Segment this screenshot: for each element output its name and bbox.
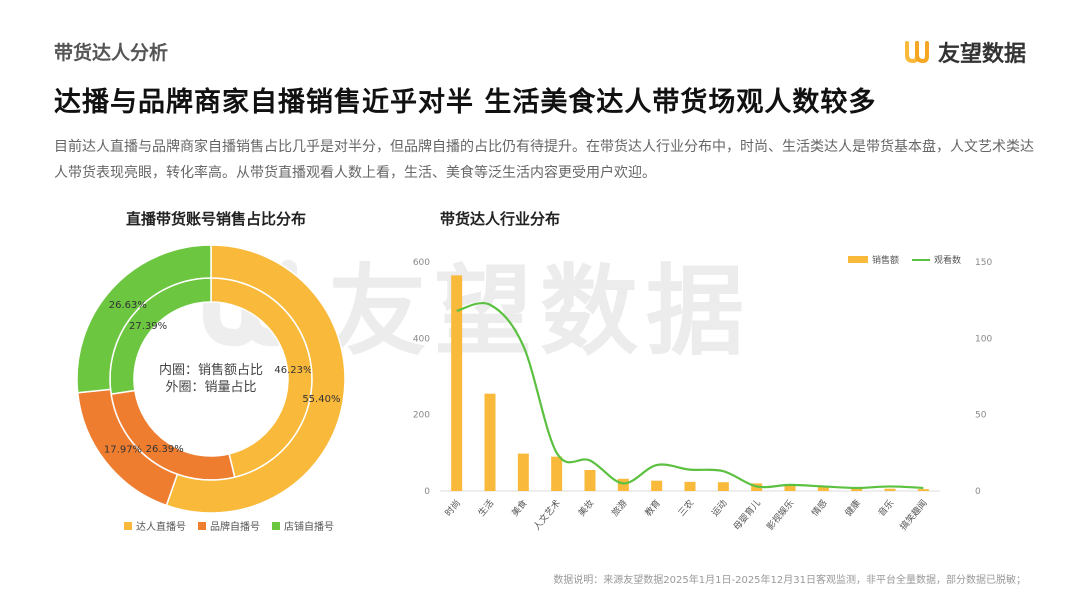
x-tick-label: 音乐	[876, 497, 897, 519]
x-tick-label: 影视娱乐	[764, 497, 796, 532]
legend-swatch-sales-icon	[848, 256, 868, 263]
legend-item-daren: 达人直播号	[124, 518, 186, 533]
bar-人文艺术	[551, 456, 563, 491]
donut-data-label: 26.39%	[146, 444, 184, 455]
legend-label-views: 观看数	[934, 254, 961, 266]
x-tick-label: 健康	[842, 497, 863, 519]
y-left-tick-label: 200	[413, 411, 430, 421]
donut-chart-title: 直播带货账号销售占比分布	[126, 210, 307, 228]
page-title: 达播与品牌商家自播销售近乎对半 生活美食达人带货场观人数较多	[54, 87, 877, 118]
bar-三农	[684, 481, 696, 491]
donut-data-label: 55.40%	[302, 394, 340, 405]
y-right-tick-label: 0	[975, 487, 981, 497]
donut-center-inner-label: 内圈：销售额占比	[158, 363, 263, 378]
bar-美食	[517, 453, 529, 491]
y-left-tick-label: 600	[413, 258, 430, 268]
donut-center-label: 内圈：销售额占比 外圈：销量占比	[146, 362, 276, 396]
x-tick-label: 人文艺术	[531, 497, 563, 532]
donut-center-outer-label: 外圈：销量占比	[165, 380, 257, 395]
y-right-tick-label: 150	[975, 258, 992, 268]
x-tick-label: 情感	[809, 497, 830, 519]
legend-swatch-icon	[272, 521, 280, 530]
x-tick-label: 教育	[642, 497, 663, 519]
donut-data-label: 27.39%	[129, 321, 167, 332]
brand-logo: 友望数据	[904, 36, 1026, 68]
x-tick-label: 时尚	[442, 497, 463, 519]
donut-data-label: 26.63%	[109, 300, 147, 311]
summary-text: 目前达人直播与品牌商家自播销售占比几乎是对半分，但品牌自播的占比仍有待提升。在带…	[54, 139, 1034, 181]
x-tick-label: 美食	[509, 497, 530, 519]
x-tick-label: 三农	[676, 497, 697, 519]
legend-swatch-icon	[124, 521, 132, 530]
combo-chart-title: 带货达人行业分布	[440, 210, 561, 228]
legend-swatch-icon	[198, 521, 206, 530]
y-right-tick-label: 50	[975, 411, 987, 421]
legend-label-sales: 销售额	[872, 254, 899, 266]
brand-name: 友望数据	[937, 42, 1026, 67]
y-left-tick-label: 400	[413, 334, 430, 344]
bar-生活	[484, 393, 496, 491]
legend-label: 店铺自播号	[284, 522, 334, 533]
y-left-tick-label: 0	[424, 487, 430, 497]
legend-label: 品牌自播号	[210, 522, 260, 533]
donut-slice-outer-2	[76, 244, 212, 394]
x-tick-label: 生活	[476, 497, 497, 519]
bar-旅游	[617, 478, 629, 491]
legend-label: 达人直播号	[136, 522, 186, 533]
donut-slice-outer-0	[165, 244, 346, 514]
donut-chart: 46.23% 26.39% 27.39% 55.40% 17.97% 26.63%	[76, 244, 346, 514]
bar-音乐	[884, 488, 896, 491]
x-tick-label: 旅游	[609, 497, 630, 519]
bar-时尚	[451, 275, 463, 491]
brand-mark-icon	[904, 41, 929, 64]
legend-item-brand: 品牌自播号	[198, 518, 260, 533]
bar-美妆	[584, 470, 596, 491]
y-right-tick-label: 100	[975, 334, 992, 344]
bar-搞笑趣闻	[917, 489, 929, 491]
donut-data-label: 46.23%	[274, 365, 312, 376]
x-tick-label: 搞笑趣闻	[897, 497, 929, 532]
bar-情感	[817, 486, 829, 491]
x-tick-label: 母婴育儿	[731, 497, 763, 532]
donut-legend: 达人直播号 品牌自播号 店铺自播号	[124, 518, 334, 533]
bar-影视娱乐	[784, 484, 796, 491]
donut-data-label: 17.97%	[104, 444, 142, 455]
combo-legend: 销售额 观看数	[848, 254, 961, 266]
x-tick-label: 美妆	[576, 497, 597, 519]
section-tag: 带货达人分析	[54, 42, 169, 64]
line-series-viewers	[456, 301, 924, 490]
legend-item-store: 店铺自播号	[272, 518, 334, 533]
footnote: 数据说明：来源友望数据2025年1月1日-2025年12月31日客观监测，非平台…	[553, 575, 1026, 586]
bar-运动	[717, 482, 729, 491]
bar-教育	[651, 480, 663, 491]
bar-健康	[851, 487, 863, 491]
combo-chart: 0 200 400 600 0 50 100 150 时尚 生活 美食 人文艺术 美妆 旅游 教育 三农 运动母…	[413, 254, 993, 533]
x-tick-label: 运动	[710, 498, 730, 519]
